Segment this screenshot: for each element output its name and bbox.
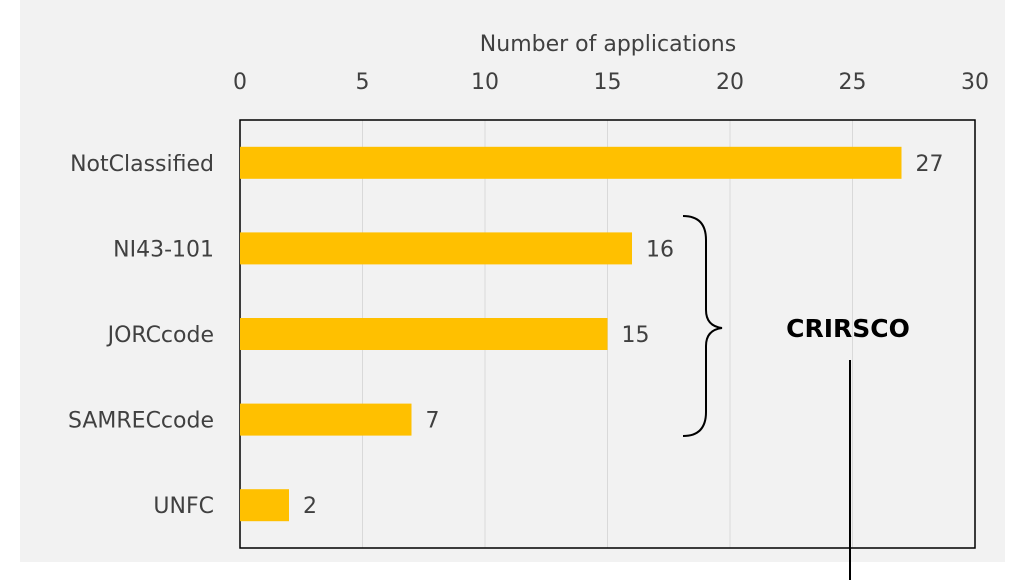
axis-title: Number of applications (480, 32, 736, 57)
value-label: 27 (916, 152, 944, 177)
value-label: 7 (426, 409, 440, 434)
bar (240, 146, 902, 179)
x-tick-label: 5 (356, 70, 370, 95)
x-tick-label: 25 (839, 70, 867, 95)
x-tick-label: 20 (716, 70, 744, 95)
y-tick-label: UNFC (153, 494, 214, 519)
y-tick-label: NI43-101 (113, 237, 214, 262)
value-label: 2 (303, 494, 317, 519)
y-tick-label: NotClassified (70, 152, 214, 177)
value-label: 16 (646, 237, 674, 262)
bracket (682, 215, 723, 437)
x-tick-label: 0 (233, 70, 247, 95)
bar (240, 489, 289, 522)
chart-background (20, 0, 1005, 562)
bar (240, 403, 412, 436)
x-tick-label: 30 (961, 70, 989, 95)
x-tick-label: 10 (471, 70, 499, 95)
value-label: 15 (622, 323, 650, 348)
y-tick-label: SAMRECcode (68, 409, 214, 434)
x-tick-label: 15 (594, 70, 622, 95)
y-tick-label: JORCcode (106, 323, 214, 348)
bar (240, 318, 608, 350)
bar (240, 232, 632, 265)
annotation: CRIRSCO (786, 314, 910, 343)
